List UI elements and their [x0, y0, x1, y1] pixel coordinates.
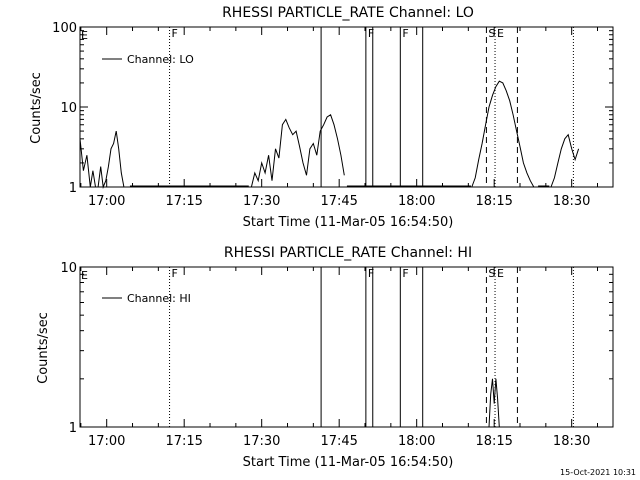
lo-y-tick-label: 1 — [69, 181, 77, 196]
lo-x-tick-label: 17:45 — [320, 194, 357, 209]
hi-channel-panel: RHESSI PARTICLE_RATE Channel: HI Start T… — [36, 245, 614, 470]
lo-start-marker: E — [81, 29, 88, 42]
hi-y-axis-label: Counts/sec — [36, 312, 51, 384]
lo-y-tick-label: 10 — [60, 101, 77, 116]
hi-x-tick-label: 17:45 — [320, 434, 357, 449]
lo-event-label: S — [488, 27, 495, 40]
hi-x-tick-label: 18:00 — [398, 434, 435, 449]
hi-y-tick-label: 1 — [69, 421, 77, 436]
lo-y-axis-label: Counts/sec — [29, 72, 44, 144]
lo-x-tick-label: 17:15 — [165, 194, 202, 209]
generation-timestamp: 15-Oct-2021 10:31 — [560, 468, 636, 477]
lo-event-label: F — [402, 27, 408, 40]
hi-series-line — [488, 378, 500, 428]
lo-legend-label: Channel: LO — [127, 53, 194, 66]
lo-x-tick-label: 17:00 — [88, 194, 125, 209]
hi-x-tick-label: 17:15 — [165, 434, 202, 449]
lo-x-tick-label: 18:15 — [475, 194, 512, 209]
lo-event-label: F — [368, 27, 374, 40]
lo-y-tick-label: 100 — [52, 21, 77, 36]
hi-legend-label: Channel: HI — [127, 292, 191, 305]
hi-x-tick-label: 18:15 — [475, 434, 512, 449]
hi-event-label: F — [368, 267, 374, 280]
lo-chart-title: RHESSI PARTICLE_RATE Channel: LO — [222, 5, 474, 21]
hi-start-marker: E — [81, 269, 88, 282]
lo-plot-frame — [79, 26, 614, 188]
hi-x-axis-label: Start Time (11-Mar-05 16:54:50) — [243, 455, 454, 470]
lo-x-tick-label: 18:30 — [553, 194, 590, 209]
lo-x-tick-label: 18:00 — [398, 194, 435, 209]
hi-event-label: F — [172, 267, 178, 280]
hi-event-label: F — [402, 267, 408, 280]
lo-channel-panel: RHESSI PARTICLE_RATE Channel: LO Start T… — [29, 5, 614, 230]
lo-event-label: F — [172, 27, 178, 40]
lo-x-axis-label: Start Time (11-Mar-05 16:54:50) — [243, 215, 454, 230]
hi-event-label: E — [497, 267, 504, 280]
lo-event-label: E — [497, 27, 504, 40]
lo-series-line — [79, 80, 580, 189]
hi-plot-frame — [79, 266, 614, 428]
lo-x-tick-label: 17:30 — [243, 194, 280, 209]
hi-x-tick-label: 18:30 — [553, 434, 590, 449]
hi-y-tick-label: 10 — [60, 261, 77, 276]
hi-chart-title: RHESSI PARTICLE_RATE Channel: HI — [224, 245, 472, 261]
hi-event-label: S — [488, 267, 495, 280]
hi-x-tick-label: 17:00 — [88, 434, 125, 449]
hi-x-tick-label: 17:30 — [243, 434, 280, 449]
